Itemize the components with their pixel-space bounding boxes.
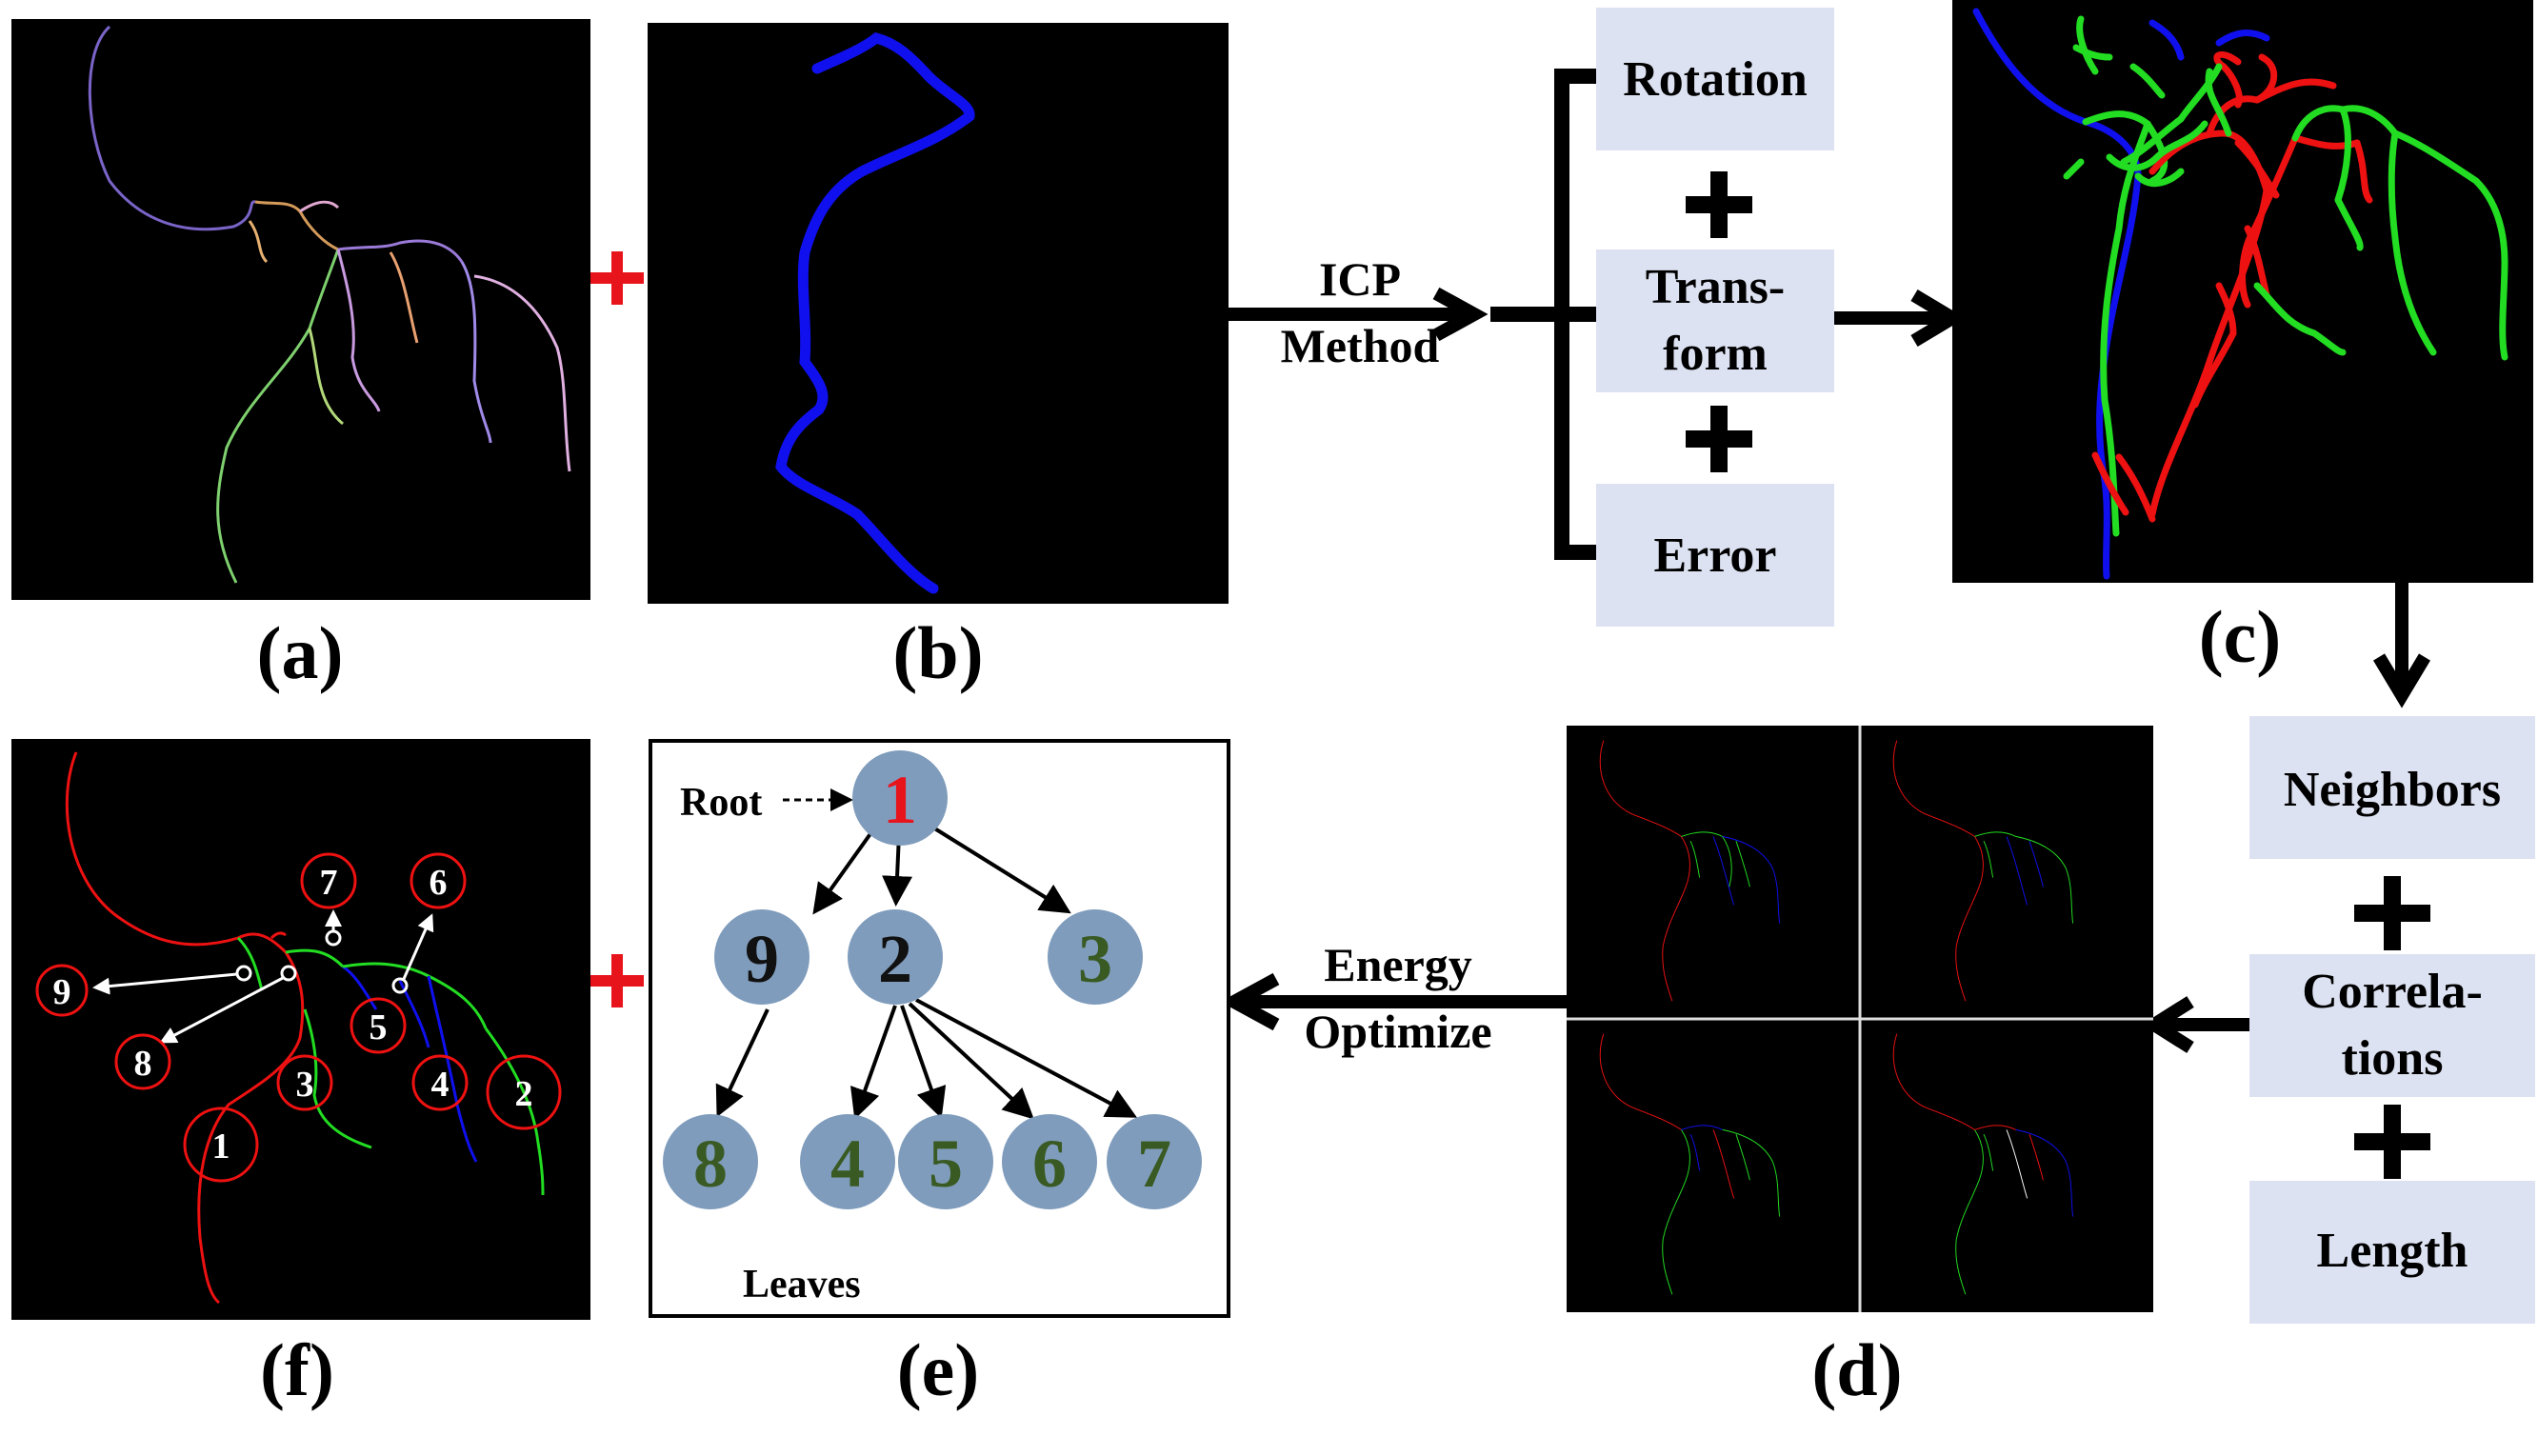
tree-node-5 [898, 1114, 993, 1209]
marker-1 [183, 1107, 259, 1183]
correlations-label-line2: tions [2342, 1031, 2444, 1086]
marker-7-label: 7 [320, 863, 338, 903]
tree-node-8 [663, 1114, 758, 1209]
rotation-box [1596, 8, 1834, 150]
plus-icon-3 [2354, 876, 2430, 950]
tree-node-3-label: 3 [1078, 921, 1112, 997]
rotation-label: Rotation [1623, 52, 1808, 107]
marker-3-label: 3 [296, 1065, 314, 1105]
panel-d-vessels [1599, 740, 2074, 1295]
plus-icon-2 [1686, 406, 1752, 472]
panel-a-image [11, 19, 590, 600]
panel-e-frame [649, 739, 1230, 1318]
plus-sign-bottom [590, 954, 644, 1007]
plus-icon-4 [2354, 1105, 2430, 1179]
panel-d [1567, 726, 2153, 1312]
length-box [2249, 1181, 2535, 1324]
marker-9-label: 9 [53, 972, 71, 1012]
marker-7 [300, 852, 357, 909]
marker-9 [35, 964, 89, 1017]
panel-b-image [648, 23, 1229, 604]
marker-6-label: 6 [430, 863, 448, 903]
caption-e: (e) [897, 1328, 980, 1411]
plus-icon-1 [1686, 171, 1752, 238]
panel-f-vessels [65, 751, 545, 1305]
icp-label-line2: Method [1281, 319, 1440, 372]
energy-label-line2: Optimize [1304, 1005, 1491, 1058]
panel-b [648, 23, 1229, 604]
marker-5 [350, 997, 407, 1054]
tree-node-4-label: 4 [830, 1126, 865, 1202]
panel-a-vessels [88, 25, 571, 584]
caption-c: (c) [2199, 595, 2282, 678]
panel-f-markers: 9 8 7 6 5 4 3 2 1 [35, 852, 562, 1183]
tree-node-4 [800, 1114, 895, 1209]
caption-a: (a) [257, 611, 344, 694]
caption-b: (b) [892, 611, 983, 694]
tree-node-6-label: 6 [1032, 1126, 1067, 1202]
neighbors-box [2249, 716, 2535, 859]
tree-node-1 [852, 750, 948, 846]
marker-8 [114, 1033, 171, 1090]
marker-4 [411, 1054, 469, 1111]
icp-terms: Rotation Trans- form Error [1596, 8, 1834, 627]
feature-terms: Neighbors Correla- tions Length [2249, 716, 2535, 1324]
panel-f-pointers [92, 909, 434, 1044]
icp-arrow: ICP Method [1229, 252, 1489, 372]
root-label: Root [680, 781, 762, 825]
correlations-box [2249, 954, 2535, 1097]
marker-3 [276, 1054, 333, 1111]
panel-c [1952, 0, 2533, 583]
arrow-c-to-features [2372, 583, 2431, 708]
energy-arrow: Energy Optimize [1220, 938, 1567, 1058]
panel-f: 9 8 7 6 5 4 3 2 1 [11, 739, 590, 1320]
tree-node-2-label: 2 [878, 921, 912, 997]
marker-2-label: 2 [515, 1074, 533, 1114]
icp-label-line1: ICP [1319, 252, 1401, 306]
tree-node-7-label: 7 [1137, 1126, 1171, 1202]
tree-node-2 [848, 909, 943, 1005]
marker-8-label: 8 [134, 1044, 152, 1084]
correlations-label-line1: Correla- [2302, 965, 2483, 1019]
tree-node-9-label: 9 [745, 921, 779, 997]
transform-label-line2: form [1663, 327, 1768, 381]
transform-box [1596, 249, 1834, 392]
transform-label-line1: Trans- [1646, 260, 1785, 314]
panel-e: Root Leaves 1 9 2 3 8 4 [649, 739, 1230, 1318]
leaves-label: Leaves [743, 1263, 861, 1306]
tree-node-7 [1107, 1114, 1202, 1209]
icp-bracket [1490, 69, 1609, 560]
panel-b-vessel [775, 32, 975, 594]
plus-sign-top [590, 251, 644, 305]
tree-nodes: 1 9 2 3 8 4 5 6 7 [663, 750, 1202, 1209]
error-box [1596, 484, 1834, 627]
tree-node-5-label: 5 [929, 1126, 963, 1202]
marker-2 [486, 1054, 562, 1130]
energy-label-line1: Energy [1324, 938, 1472, 991]
length-label: Length [2317, 1224, 2468, 1278]
marker-1-label: 1 [212, 1127, 230, 1167]
tree-node-1-label: 1 [883, 762, 917, 838]
tree-node-9 [714, 909, 809, 1005]
arrow-features-to-d [2141, 996, 2249, 1053]
marker-5-label: 5 [370, 1007, 388, 1047]
error-label: Error [1654, 529, 1777, 583]
caption-d: (d) [1811, 1328, 1902, 1411]
tree-node-6 [1002, 1114, 1097, 1209]
marker-6 [410, 852, 467, 909]
arrow-to-c [1834, 289, 1966, 348]
panel-a [11, 19, 590, 600]
tree-node-8-label: 8 [693, 1126, 728, 1202]
panel-c-vessels [1972, 8, 2508, 580]
marker-4-label: 4 [431, 1065, 450, 1105]
tree-edges [715, 823, 1138, 1120]
tree-node-3 [1048, 909, 1143, 1005]
caption-f: (f) [260, 1328, 334, 1411]
neighbors-label: Neighbors [2284, 763, 2501, 817]
